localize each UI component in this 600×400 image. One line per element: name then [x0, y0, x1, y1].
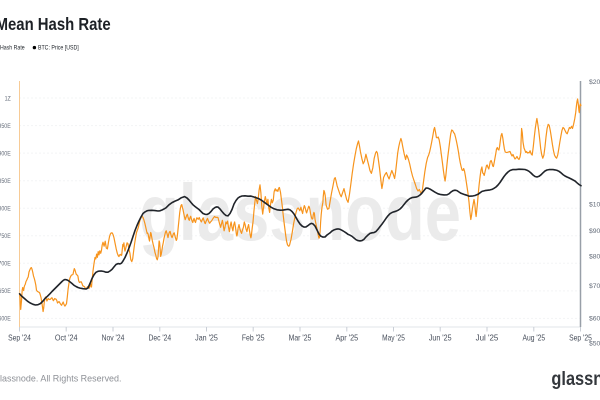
- svg-text:glassnode: glassnode: [551, 369, 600, 390]
- svg-text:$50,000: $50,000: [589, 340, 600, 347]
- svg-text:950E: 950E: [0, 123, 11, 130]
- svg-text:Jun '25: Jun '25: [429, 333, 452, 343]
- svg-text:600E: 600E: [0, 316, 11, 323]
- svg-text:Aug '25: Aug '25: [522, 333, 545, 343]
- svg-text:$70,000: $70,000: [589, 283, 600, 290]
- svg-text:Apr '25: Apr '25: [335, 333, 358, 343]
- svg-text:Nov '24: Nov '24: [102, 333, 125, 343]
- svg-text:Dec '24: Dec '24: [148, 333, 171, 343]
- svg-text:BTC: Price [USD]: BTC: Price [USD]: [38, 45, 79, 51]
- svg-text:650E: 650E: [0, 288, 11, 295]
- svg-text:Feb '25: Feb '25: [242, 333, 265, 343]
- svg-text:700E: 700E: [0, 261, 11, 268]
- svg-text:Sep '24: Sep '24: [8, 333, 31, 343]
- svg-text:May '25: May '25: [382, 333, 405, 343]
- svg-text:850E: 850E: [0, 178, 11, 185]
- svg-text:$100,000: $100,000: [589, 201, 600, 208]
- svg-text:750E: 750E: [0, 233, 11, 240]
- svg-text:Oct '24: Oct '24: [55, 333, 78, 343]
- svg-text:Jul '25: Jul '25: [476, 333, 499, 343]
- svg-text:$90,000: $90,000: [589, 228, 600, 235]
- svg-text:Hash Rate: Hash Rate: [0, 45, 25, 51]
- svg-text:$80,000: $80,000: [589, 253, 600, 260]
- svg-text:900E: 900E: [0, 150, 11, 157]
- svg-text:Jan '25: Jan '25: [195, 333, 218, 343]
- svg-text:Mar '25: Mar '25: [289, 333, 312, 343]
- svg-text:lassnode. All Rights Reserved.: lassnode. All Rights Reserved.: [0, 374, 122, 384]
- svg-text:$60,000: $60,000: [589, 315, 600, 322]
- svg-text:Sep '25: Sep '25: [569, 333, 592, 343]
- svg-text:800E: 800E: [0, 206, 11, 213]
- svg-text:$200,000: $200,000: [589, 79, 600, 86]
- svg-text:Mean Hash Rate: Mean Hash Rate: [0, 14, 111, 34]
- svg-text:1Z: 1Z: [5, 95, 11, 102]
- svg-text:glassnode: glassnode: [139, 168, 461, 257]
